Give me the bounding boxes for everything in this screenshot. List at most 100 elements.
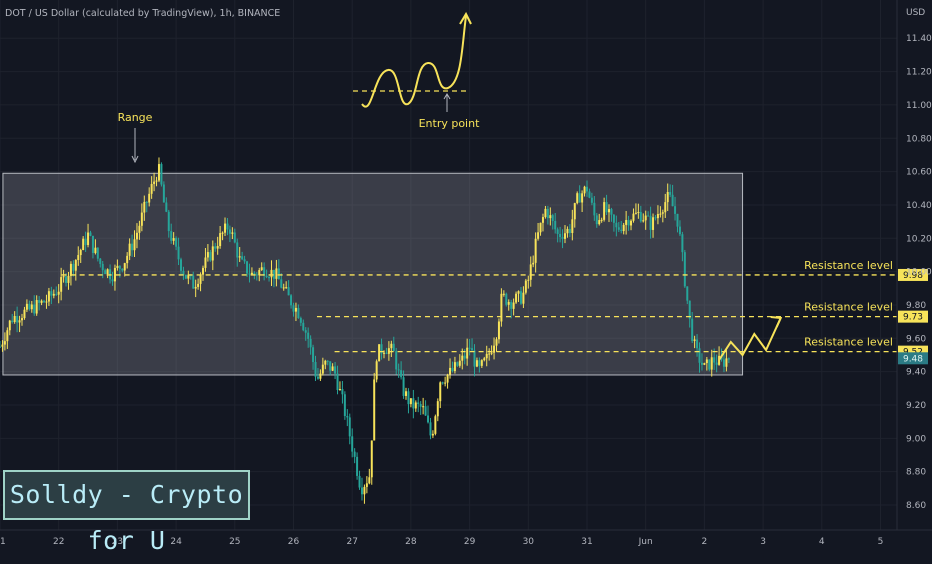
candle-body (109, 269, 112, 280)
y-tick-label: 11.40 (906, 34, 932, 44)
candle-body (649, 215, 652, 230)
candle-body (47, 291, 50, 302)
candle-body (62, 276, 65, 278)
candle-body (414, 402, 417, 409)
candle-body (661, 212, 664, 214)
candle-body (380, 344, 383, 354)
candle-body (600, 219, 603, 221)
candle-body (353, 451, 356, 457)
candle-body (500, 293, 503, 322)
chart-header-title: DOT / US Dollar (calculated by TradingVi… (5, 8, 281, 19)
candle-body (199, 274, 202, 284)
candle-body (175, 238, 178, 247)
candle-body (563, 233, 566, 239)
candle-body (299, 318, 302, 323)
candle-body (326, 360, 329, 362)
projection-arrowhead (770, 316, 783, 328)
entry-sketch-curve (361, 15, 467, 108)
candle-body (87, 232, 90, 245)
candle-body (402, 377, 405, 396)
candle-body (590, 197, 593, 203)
candle-body (297, 307, 300, 319)
candle-body (390, 343, 393, 349)
candle-body (727, 358, 730, 360)
candle-body (669, 192, 672, 195)
branding-watermark: Solldy - Crypto for U (3, 470, 250, 555)
candle-body (128, 243, 131, 256)
candle-body (554, 220, 557, 230)
candle-body (700, 362, 703, 365)
candle-body (226, 223, 229, 230)
y-tick-label: 11.20 (906, 68, 932, 78)
candle-body (143, 201, 146, 213)
candle-body (652, 217, 655, 230)
last-price-label: 9.48 (903, 354, 923, 364)
candle-body (444, 382, 447, 384)
candle-body (429, 422, 432, 436)
candle-body (515, 293, 518, 303)
candle-body (290, 295, 293, 306)
candle-body (172, 238, 175, 241)
candle-body (458, 360, 461, 366)
candle-body (573, 203, 576, 220)
candle-body (104, 270, 107, 275)
candle-body (634, 212, 637, 214)
candle-body (674, 206, 677, 214)
candle-body (309, 338, 312, 348)
y-tick-label: 8.80 (906, 468, 926, 478)
candle-body (524, 280, 527, 293)
candle-body (642, 220, 645, 222)
candle-body (473, 350, 476, 367)
candle-body (316, 376, 319, 379)
candle-body (622, 224, 625, 232)
candle-body (275, 268, 278, 279)
candle-body (659, 213, 662, 215)
x-tick-label: 26 (288, 537, 300, 547)
candle-body (329, 361, 332, 371)
axes: 11.40 11.20 11.00 10.80 10.60 10.40 10.20 10.00… (0, 0, 932, 547)
candle-body (551, 215, 554, 221)
candle-body (192, 275, 195, 289)
candle-body (595, 215, 598, 225)
candle-body (559, 233, 562, 238)
candle-body (50, 291, 53, 296)
candle-body (265, 275, 268, 278)
candle-body (368, 477, 371, 484)
candle-body (314, 361, 317, 377)
candle-body (18, 320, 21, 323)
candle-body (148, 193, 151, 203)
candle-body (189, 275, 192, 277)
candle-body (241, 256, 244, 260)
y-axis-unit: USD (906, 8, 925, 18)
candle-body (43, 300, 46, 303)
candle-body (206, 252, 209, 258)
candle-body (546, 208, 549, 219)
candle-body (654, 217, 657, 219)
candle-body (671, 194, 674, 207)
resistance-label: Resistance level (804, 259, 893, 272)
candle-body (155, 180, 158, 182)
candle-body (338, 389, 341, 391)
candle-body (490, 352, 493, 354)
candle-body (385, 352, 388, 354)
candle-body (593, 202, 596, 216)
candle-body (576, 193, 579, 204)
candle-body (715, 362, 718, 365)
candle-body (231, 232, 234, 234)
candle-body (451, 367, 454, 372)
candle-body (556, 229, 559, 234)
candle-body (202, 267, 205, 275)
candle-body (527, 279, 530, 281)
candle-body (145, 201, 148, 203)
annotation-drawings: Entry point (353, 11, 783, 361)
candle-body (541, 217, 544, 223)
resistance-label: Resistance level (804, 301, 893, 314)
candle-body (703, 363, 706, 365)
candle-body (106, 269, 109, 275)
y-tick-label: 10.00 (906, 268, 932, 278)
candle-body (101, 263, 104, 271)
candle-body (522, 292, 525, 304)
price-tag-label: 9.73 (903, 313, 923, 323)
candle-body (319, 373, 322, 379)
